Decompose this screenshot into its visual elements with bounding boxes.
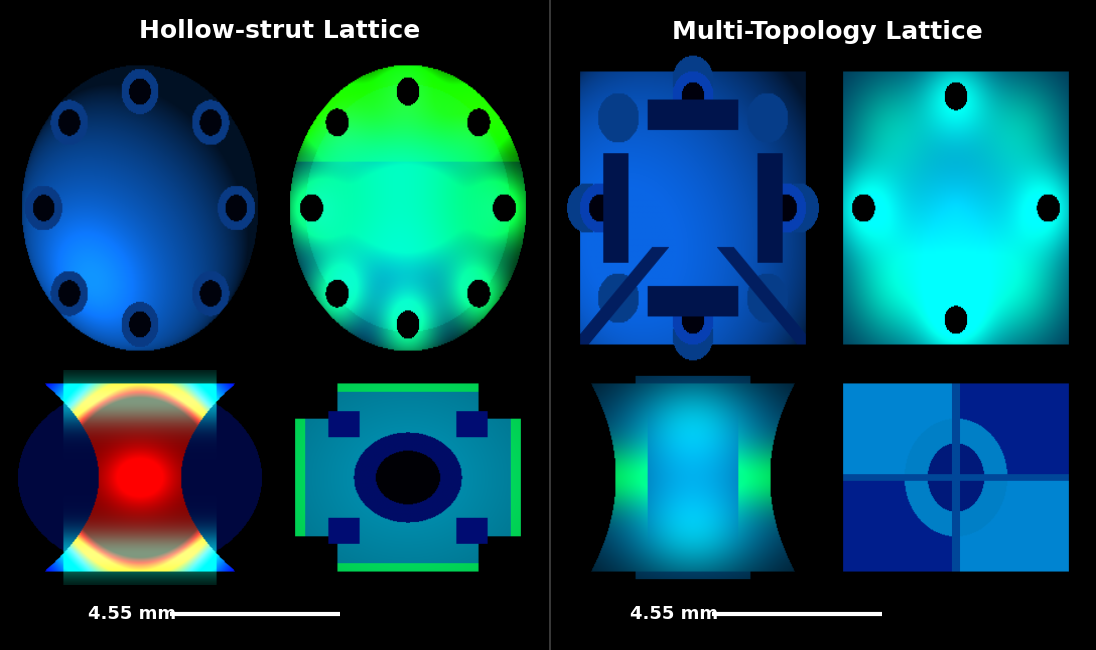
Text: Multi-Topology Lattice: Multi-Topology Lattice: [672, 20, 983, 44]
Text: Hollow-strut Lattice: Hollow-strut Lattice: [139, 20, 420, 44]
Text: 4.55 mm: 4.55 mm: [630, 605, 718, 623]
Text: 4.55 mm: 4.55 mm: [88, 605, 175, 623]
